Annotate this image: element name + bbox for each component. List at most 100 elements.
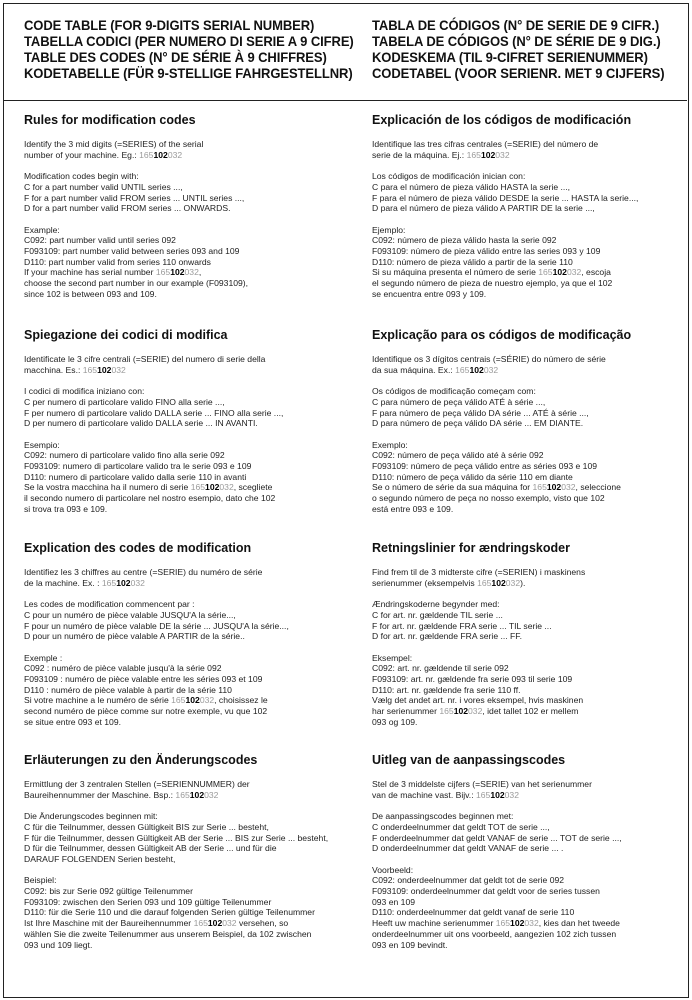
text-line: C092 : numéro de pièce valable jusqu'à l… xyxy=(24,663,222,674)
header-titles-right: TABLA DE CÓDIGOS (N° DE SERIE DE 9 CIFR.… xyxy=(372,17,665,81)
serial-line: If your machine has serial number 165102… xyxy=(24,267,344,278)
text-line: D für die Teilnummer, dessen Gültigkeit … xyxy=(24,843,277,854)
text-line: Identify the 3 mid digits (=SERIES) of t… xyxy=(24,139,204,149)
text-line: Los códigos de modificación inician con: xyxy=(372,171,526,182)
serial-series: 102 xyxy=(491,577,506,588)
paragraph: Stel de 3 middelste cijfers (=SERIE) van… xyxy=(372,779,692,800)
serial-line: de la machine. Ex. : 165102032 xyxy=(24,578,344,589)
text-line: F093109: onderdeelnummer dat geldt voor … xyxy=(372,886,600,896)
text-line: F093109: número de pieza válido entre la… xyxy=(372,246,601,256)
text-line: si trova tra 093 e 109. xyxy=(24,503,108,514)
text-before: Se o número de série da sua máquina for xyxy=(372,482,533,493)
paragraph: Os códigos de modificação começam com: C … xyxy=(372,386,692,429)
text-line: F093109: part number valid between serie… xyxy=(24,246,240,256)
section-title: Uitleg van de aanpassingscodes xyxy=(372,753,566,767)
text-after: , kies dan het tweede xyxy=(538,918,620,929)
header-title: CODETABEL (VOOR SERIENR. MET 9 CIJFERS) xyxy=(372,65,665,81)
header-title: KODESKEMA (TIL 9-CIFRET SERIENUMMER) xyxy=(372,49,648,65)
text-line: choose the second part number in our exa… xyxy=(24,278,249,289)
serial-line: serienummer (eksempelvis 165102032). xyxy=(372,578,692,589)
section-fr: Explication des codes de modification Ide… xyxy=(24,541,344,738)
text-line: está entre 093 e 109. xyxy=(372,503,454,514)
text-line: 093 og 109. xyxy=(372,716,418,727)
section-title: Spiegazione dei codici di modifica xyxy=(24,328,228,342)
text-line: F onderdeelnummer dat geldt VANAF de ser… xyxy=(372,832,622,843)
text-line: De aanpassingscodes beginnen met: xyxy=(372,811,514,822)
paragraph: Esempio: C092: numero di particolare vali… xyxy=(24,440,344,515)
serial-line: har serienummer 165102032, idet tallet 1… xyxy=(372,706,692,717)
serial-number: 165102032 xyxy=(83,365,126,375)
serial-number: 165102032 xyxy=(439,706,482,716)
text-line: D110: número de peça válido da série 110… xyxy=(372,471,573,482)
text-line: Modification codes begin with: xyxy=(24,171,139,182)
text-line: wählen Sie die zweite Teilenummer aus un… xyxy=(24,928,312,939)
serial-number: 165102032 xyxy=(476,790,519,800)
text-line: D110: art. nr. gældende fra serie 110 ff… xyxy=(372,684,521,695)
paragraph: Find frem til de 3 midterste cifre (=SER… xyxy=(372,567,692,588)
text-before: Baureihennummer der Maschine. Bsp.: xyxy=(24,789,176,800)
text-line: 093 en 109 xyxy=(372,896,416,907)
serial-suffix: 032 xyxy=(566,267,582,278)
text-line: D110: für die Serie 110 und die darauf f… xyxy=(24,907,315,918)
serial-suffix: 032 xyxy=(199,695,215,706)
text-line: D pour un numéro de pièce valable A PART… xyxy=(24,631,245,642)
serial-line: Se la vostra macchina ha il numero di se… xyxy=(24,482,344,493)
serial-line: Baureihennummer der Maschine. Bsp.: 1651… xyxy=(24,790,344,801)
text-before: If your machine has serial number xyxy=(24,267,156,278)
serial-series: 102 xyxy=(153,149,168,160)
text-line: Os códigos de modificação começam com: xyxy=(372,386,536,397)
serial-suffix: 032 xyxy=(219,482,234,493)
text-line: F093109: art. nr. gældende fra serie 093… xyxy=(372,674,573,684)
text-line: C092: bis zur Serie 092 gültige Teilenum… xyxy=(24,886,193,896)
text-before: van de machine vast. Bijv.: xyxy=(372,789,476,800)
text-line: DARAUF FOLGENDEN Serien besteht, xyxy=(24,853,176,864)
text-line: Identifique os 3 dígitos centrais (=SÉRI… xyxy=(372,354,606,364)
text-line: F für die Teilnummer, dessen Gültigkeit … xyxy=(24,832,329,843)
serial-suffix: 032 xyxy=(524,918,539,929)
text-after: versehen, so xyxy=(236,918,289,929)
header-title: TABELA DE CÓDIGOS (N° DE SÉRIE DE 9 DIG.… xyxy=(372,33,661,49)
text-line: C für die Teilnummer, dessen Gültigkeit … xyxy=(24,821,269,832)
text-line: 093 en 109 bevindt. xyxy=(372,939,448,950)
serial-prefix: 165 xyxy=(155,267,171,278)
paragraph: Beispiel: C092: bis zur Serie 092 gültige… xyxy=(24,875,344,950)
text-line: o segundo número de peça no nosso exempl… xyxy=(372,493,605,504)
section-title: Explicação para os códigos de modificaçã… xyxy=(372,328,632,342)
serial-line: Heeft uw machine serienummer 165102032, … xyxy=(372,918,692,929)
serial-series: 102 xyxy=(490,789,505,800)
paragraph: Ændringskoderne begynder med: C for art. … xyxy=(372,599,692,642)
serial-number: 165102032 xyxy=(533,482,576,492)
serial-series: 102 xyxy=(469,364,484,375)
text-line: F per numero di particolare valido DALLA… xyxy=(24,407,284,418)
paragraph: Voorbeeld: C092: onderdeelnummer dat geld… xyxy=(372,865,692,951)
text-line: D110: numero di particolare valido dalla… xyxy=(24,471,247,482)
text-line: Beispiel: xyxy=(24,875,57,886)
header-title: KODETABELLE (FÜR 9-STELLIGE FAHRGESTELLN… xyxy=(24,65,353,81)
serial-suffix: 032 xyxy=(111,364,126,375)
text-line: Les codes de modification commencent par… xyxy=(24,599,195,610)
serial-prefix: 165 xyxy=(475,789,491,800)
text-line: F093109: numero di particolare valido tr… xyxy=(24,461,252,471)
serial-series: 102 xyxy=(205,482,220,493)
text-line: onderdeelnummer uit ons voorbeeld, aange… xyxy=(372,928,617,939)
text-before: serienummer (eksempelvis xyxy=(372,577,478,588)
text-line: Ejemplo: xyxy=(372,224,406,235)
serial-line: Si votre machine a le numéro de série 16… xyxy=(24,695,344,706)
text-line: F for art. nr. gældende FRA serie ... TI… xyxy=(372,620,552,631)
text-line: F para número de peça válido DA série ..… xyxy=(372,407,589,418)
serial-number: 165102032 xyxy=(191,482,234,492)
text-line: C092: numero di particolare valido fino … xyxy=(24,450,225,461)
serial-number: 165102032 xyxy=(194,918,237,928)
section-title: Explicación de los códigos de modificaci… xyxy=(372,113,632,127)
text-line: C para número de peça válido ATÉ à série… xyxy=(372,396,546,407)
serial-line: number of your machine. Eg.: 165102032 xyxy=(24,150,344,161)
serial-number: 165102032 xyxy=(139,150,182,160)
text-line: Find frem til de 3 midterste cifre (=SER… xyxy=(372,567,586,577)
text-line: Exemple : xyxy=(24,652,63,663)
text-line: D110: onderdeelnummer dat geldt vanaf de… xyxy=(372,907,575,918)
text-after: , idet tallet 102 er mellem xyxy=(482,706,579,717)
text-after: ). xyxy=(520,577,526,588)
text-line: C092: art. nr. gældende til serie 092 xyxy=(372,663,509,674)
serial-series: 102 xyxy=(453,706,469,717)
text-before: Se la vostra macchina ha il numero di se… xyxy=(24,482,191,493)
